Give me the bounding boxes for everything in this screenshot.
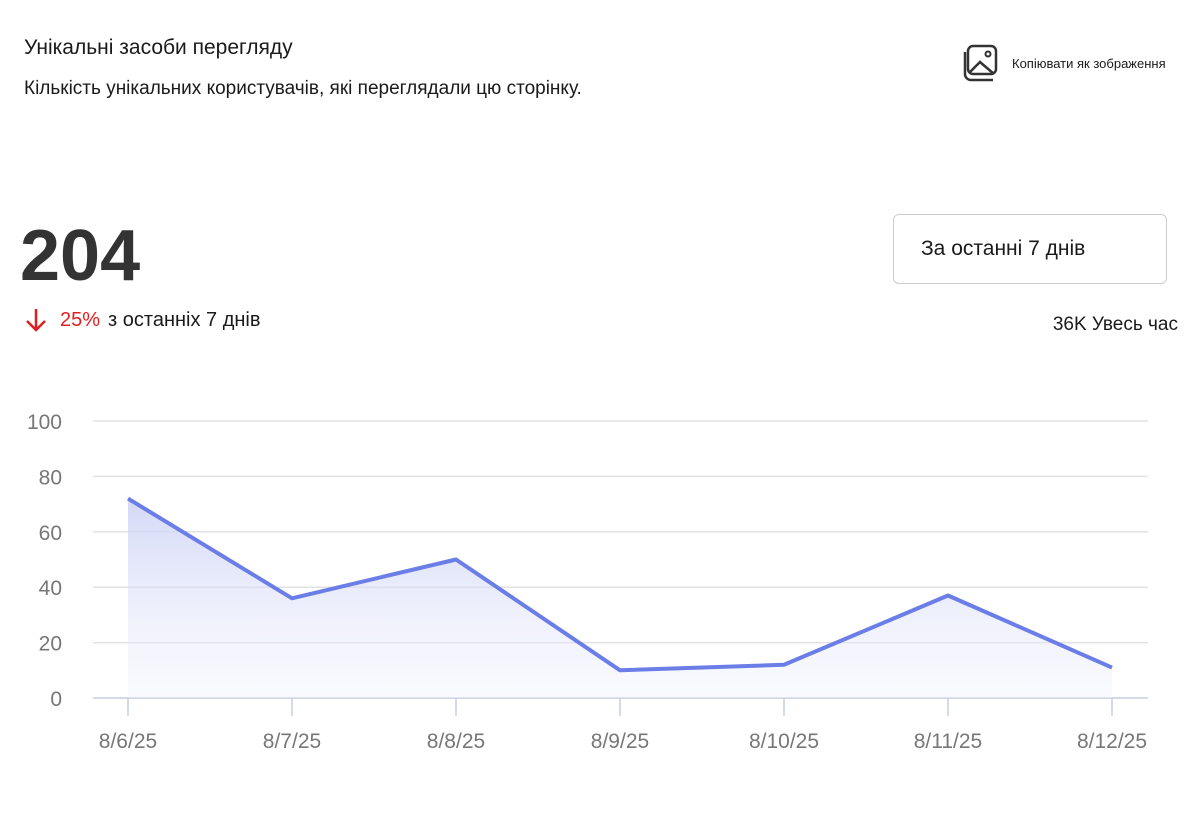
image-icon bbox=[963, 44, 998, 82]
y-tick-label: 0 bbox=[50, 688, 62, 711]
area bbox=[128, 498, 1112, 698]
x-tick-label: 8/8/25 bbox=[427, 730, 485, 753]
x-tick-label: 8/6/25 bbox=[99, 730, 157, 753]
period-select[interactable]: За останні 7 днів bbox=[893, 214, 1167, 284]
change-row: 25% з останніх 7 днів bbox=[24, 306, 261, 334]
x-tick-label: 8/7/25 bbox=[263, 730, 321, 753]
copy-button[interactable]: Копіювати як зображення bbox=[962, 44, 1166, 82]
change: 25% bbox=[60, 308, 101, 331]
y-tick-label: 20 bbox=[39, 633, 62, 656]
all-time: 36K Увесь час bbox=[1052, 314, 1178, 335]
y-tick-label: 60 bbox=[39, 522, 62, 545]
y-tick-label: 40 bbox=[39, 577, 62, 600]
y-tick-label: 100 bbox=[27, 411, 62, 434]
down-arrow bbox=[26, 309, 46, 332]
x-tick-label: 8/12/25 bbox=[1077, 730, 1147, 753]
copy-label: Копіювати як зображення bbox=[1012, 55, 1166, 71]
x-tick-label: 8/11/25 bbox=[914, 730, 983, 753]
y-tick-label: 80 bbox=[39, 466, 62, 489]
subtitle: Кількість унікальних користувачів, які п… bbox=[24, 78, 582, 99]
x-tick-label: 8/9/25 bbox=[591, 730, 649, 753]
change-text: з останніх 7 днів bbox=[108, 308, 261, 331]
line bbox=[126, 496, 1113, 673]
title: Унікальні засоби перегляду bbox=[24, 36, 293, 59]
x-tick-label: 8/10/25 bbox=[749, 730, 819, 753]
total: 204 bbox=[20, 216, 141, 296]
